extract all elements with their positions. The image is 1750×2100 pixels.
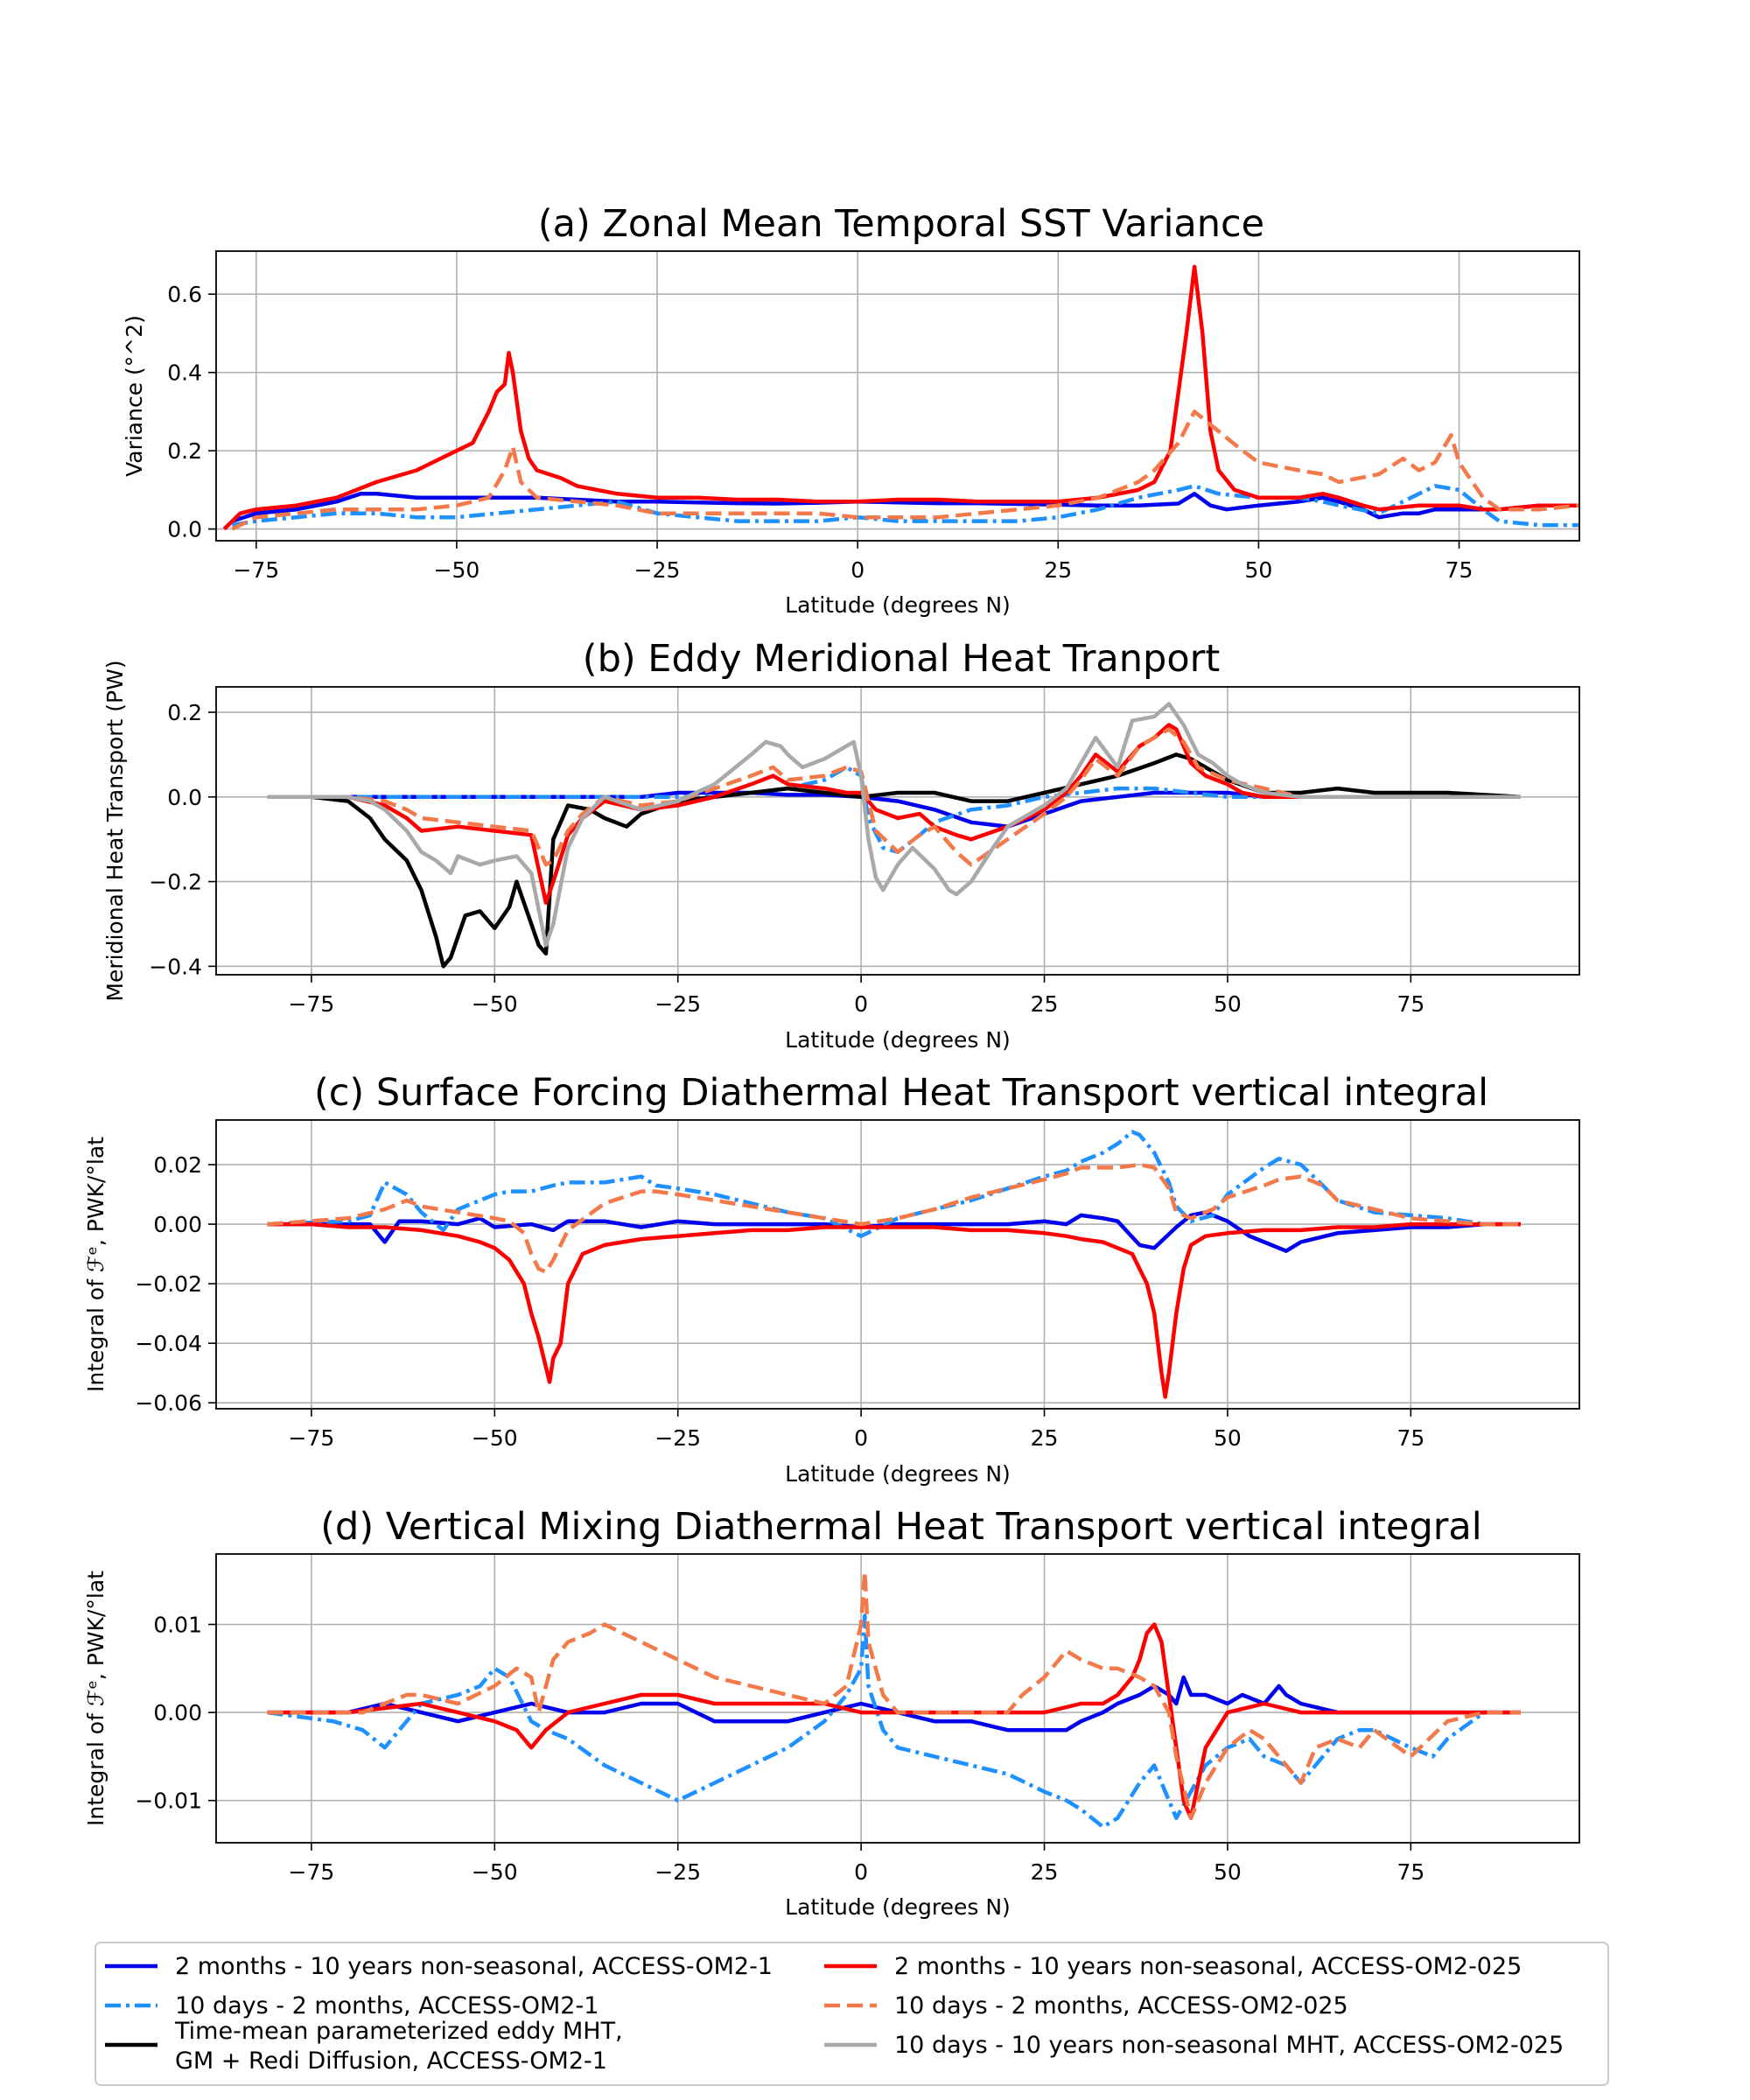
x-tick-label: 25 <box>1031 991 1059 1017</box>
x-tick-label: 25 <box>1044 557 1072 583</box>
x-tick-label: −75 <box>233 557 279 583</box>
y-tick-label: 0.0 <box>167 517 202 542</box>
x-tick-label: 0 <box>854 1425 868 1451</box>
series-group <box>267 702 1522 969</box>
x-tick-label: −75 <box>289 1425 335 1451</box>
x-tick-label: 75 <box>1396 1425 1424 1451</box>
x-tick-label: 75 <box>1396 1859 1424 1885</box>
series-group <box>222 264 1579 531</box>
y-tick-label: 0.00 <box>153 1700 202 1726</box>
x-tick-label: −25 <box>654 991 701 1017</box>
series-line <box>267 1210 1521 1253</box>
panel-a: −75 −50 −25 0 25 50 75 0.0 0.2 0.4 0.6 (a) Zonal Me… <box>122 202 1580 618</box>
legend-label: 2 months - 10 years non-seasonal, ACCESS… <box>175 1953 773 1980</box>
y-axis-label: Variance (°^2) <box>122 315 147 477</box>
panel-title: (c) Surface Forcing Diathermal Heat Tran… <box>314 1071 1488 1115</box>
y-axis-label: Meridional Heat Transport (PW) <box>102 660 128 1001</box>
panel-c: −75 −50 −25 0 25 50 75 −0.06 −0.04 −0.02 0.00 0.02 (… <box>83 1071 1580 1487</box>
y-tick-label: −0.02 <box>135 1271 202 1297</box>
series-line <box>267 1222 1521 1399</box>
x-tick-label: 25 <box>1031 1859 1059 1885</box>
series-group <box>267 1569 1521 1830</box>
y-tick-label: −0.01 <box>135 1788 202 1814</box>
x-tick-label: −50 <box>434 557 480 583</box>
x-axis-label: Latitude (degrees N) <box>785 592 1011 618</box>
legend-label: 10 days - 2 months, ACCESS-OM2-1 <box>175 1992 598 2020</box>
x-tick-label: −50 <box>472 1859 518 1885</box>
series-line <box>267 752 1522 969</box>
legend-box <box>94 1942 1609 2086</box>
legend: 2 months - 10 years non-seasonal, ACCESS… <box>94 1942 1609 2086</box>
series-line <box>231 410 1579 531</box>
x-tick-label: 50 <box>1214 1859 1242 1885</box>
x-tick-label: 50 <box>1214 1425 1242 1451</box>
y-axis-label: Integral of ℱᵉ, PWK/°lat <box>83 1137 108 1392</box>
series-line <box>267 727 1521 867</box>
y-tick-label: 0.6 <box>167 282 202 307</box>
legend-label: 2 months - 10 years non-seasonal, ACCESS… <box>894 1953 1522 1980</box>
legend-label: 10 days - 10 years non-seasonal MHT, ACC… <box>894 2032 1564 2059</box>
legend-label: 10 days - 2 months, ACCESS-OM2-025 <box>894 1992 1348 2020</box>
x-tick-label: 50 <box>1214 991 1242 1017</box>
x-axis-label: Latitude (degrees N) <box>785 1461 1011 1487</box>
x-tick-label: −50 <box>472 991 518 1017</box>
x-tick-label: −75 <box>289 991 335 1017</box>
y-tick-label: 0.00 <box>153 1212 202 1237</box>
y-tick-label: 0.01 <box>153 1612 202 1637</box>
panel-title: (a) Zonal Mean Temporal SST Variance <box>538 202 1264 246</box>
axes-frame <box>215 686 1580 976</box>
axes-frame <box>215 1553 1580 1844</box>
legend-label: GM + Redi Diffusion, ACCESS-OM2-1 <box>175 2048 607 2075</box>
x-tick-label: 0 <box>850 557 864 583</box>
x-tick-label: −50 <box>472 1425 518 1451</box>
panel-d: −75 −50 −25 0 25 50 75 −0.01 0.00 0.01 (d) Vertica… <box>83 1505 1580 1920</box>
y-tick-label: 0.02 <box>153 1152 202 1178</box>
series-line <box>267 1622 1521 1821</box>
panel-b: −75 −50 −25 0 25 50 75 −0.4 −0.2 0.0 0.2 (b) Eddy M… <box>102 637 1580 1053</box>
y-tick-label: 0.4 <box>167 360 202 386</box>
series-line <box>222 264 1579 531</box>
x-tick-label: 75 <box>1396 991 1424 1017</box>
series-line <box>267 723 1521 906</box>
series-line <box>267 1569 1521 1821</box>
x-tick-label: 25 <box>1031 1425 1059 1451</box>
x-tick-label: −75 <box>289 1859 335 1885</box>
x-axis-label: Latitude (degrees N) <box>785 1894 1011 1920</box>
x-tick-label: 0 <box>854 1859 868 1885</box>
series-line <box>267 765 1521 854</box>
series-line <box>231 484 1579 528</box>
y-tick-label: 0.0 <box>167 785 202 810</box>
axes-frame <box>215 1119 1580 1410</box>
y-tick-label: −0.06 <box>135 1390 202 1416</box>
series-line <box>267 1130 1521 1238</box>
x-tick-label: 0 <box>854 991 868 1017</box>
panel-title: (b) Eddy Meridional Heat Tranport <box>583 637 1220 681</box>
y-tick-label: −0.4 <box>149 954 202 979</box>
x-tick-label: −25 <box>654 1425 701 1451</box>
x-tick-label: −25 <box>634 557 681 583</box>
y-axis-label: Integral of ℱᵉ, PWK/°lat <box>83 1571 108 1826</box>
x-tick-label: −25 <box>654 1859 701 1885</box>
y-tick-label: −0.04 <box>135 1331 202 1356</box>
x-tick-label: 50 <box>1245 557 1273 583</box>
panel-title: (d) Vertical Mixing Diathermal Heat Tran… <box>320 1505 1481 1549</box>
y-tick-label: 0.2 <box>167 700 202 725</box>
series-line <box>267 702 1521 948</box>
series-line <box>267 1162 1521 1274</box>
y-tick-label: −0.2 <box>149 870 202 895</box>
axes-frame <box>215 250 1580 542</box>
series-group <box>267 1130 1521 1399</box>
x-axis-label: Latitude (degrees N) <box>785 1027 1011 1053</box>
y-tick-label: 0.2 <box>167 438 202 464</box>
legend-label: Time-mean parameterized eddy MHT, <box>174 2018 623 2045</box>
x-tick-label: 75 <box>1446 557 1474 583</box>
